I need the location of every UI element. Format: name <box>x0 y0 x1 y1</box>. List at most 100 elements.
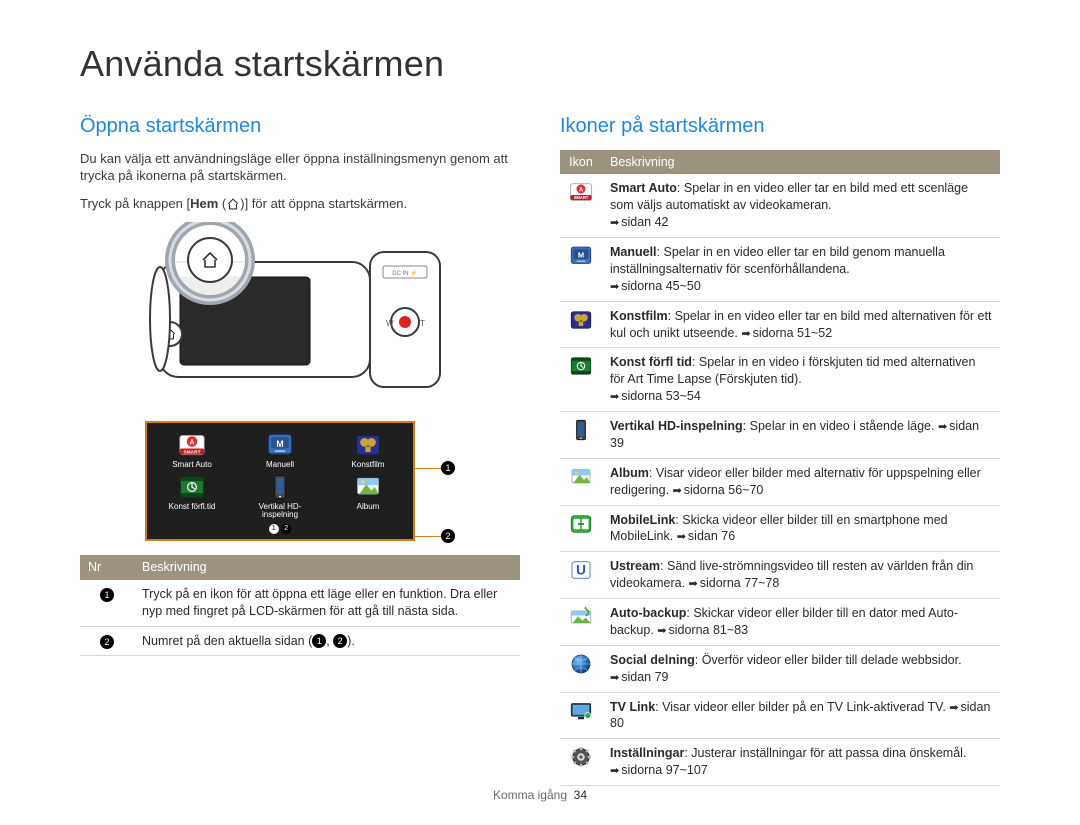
screen-item-label: Smart Auto <box>172 461 212 469</box>
desc-cell: Ustream: Sänd live-strömningsvideo till … <box>602 552 1000 599</box>
icon-cell <box>560 458 602 505</box>
screen-item: Konst förfl.tid <box>153 473 231 519</box>
page-footer: Komma igång 34 <box>0 787 1080 803</box>
right-table: Ikon Beskrivning Smart Auto: Spelar in e… <box>560 150 1000 787</box>
row-title: Vertikal HD-inspelning <box>610 419 743 433</box>
social-icon <box>569 652 593 676</box>
th-icon: Ikon <box>560 150 602 175</box>
table-row: Social delning: Överför videor eller bil… <box>560 645 1000 692</box>
desc-cell: Konst förfl tid: Spelar in en video i fö… <box>602 348 1000 412</box>
row-title: MobileLink <box>610 513 675 527</box>
table-row: Vertikal HD-inspelning: Spelar in en vid… <box>560 412 1000 459</box>
desc-cell: Smart Auto: Spelar in en video eller tar… <box>602 174 1000 237</box>
desc-cell: MobileLink: Skicka videor eller bilder t… <box>602 505 1000 552</box>
row-title: Social delning <box>610 653 695 667</box>
camera-illustration: W T DC IN ⚡ <box>120 222 480 407</box>
icon-cell <box>560 301 602 348</box>
footer-section: Komma igång <box>493 788 567 802</box>
svg-text:DC IN ⚡: DC IN ⚡ <box>392 269 417 277</box>
table-row: TV Link: Visar videor eller bilder på en… <box>560 692 1000 739</box>
table-row: 2 Numret på den aktuella sidan (1, 2). <box>80 626 520 656</box>
smart-auto-icon <box>569 180 593 204</box>
icon-cell <box>560 238 602 302</box>
screen-item: Manuell <box>241 431 319 469</box>
instr-post: ] för att öppna startskärmen. <box>245 196 408 211</box>
page-ref: sidan 76 <box>677 529 735 543</box>
th-desc-l: Beskrivning <box>134 555 520 580</box>
page-ref: sidorna 45~50 <box>610 279 701 293</box>
svg-text:T: T <box>420 319 425 328</box>
instr-pre: Tryck på knappen [ <box>80 196 190 211</box>
screen-item-label: Vertikal HD-inspelning <box>241 503 319 519</box>
table-row: Manuell: Spelar in en video eller tar en… <box>560 238 1000 302</box>
home-icon <box>226 197 240 211</box>
manual-icon <box>569 244 593 268</box>
row-text: Numret på den aktuella sidan (1, 2). <box>134 626 520 656</box>
table-row: Inställningar: Justerar inställningar fö… <box>560 739 1000 786</box>
desc-cell: Auto-backup: Skickar videor eller bilder… <box>602 599 1000 646</box>
icon-cell <box>560 645 602 692</box>
desc-cell: TV Link: Visar videor eller bilder på en… <box>602 692 1000 739</box>
screen-item-label: Konst förfl.tid <box>169 503 216 511</box>
screen-mock-wrap: Smart Auto Manuell Konstfilm Konst förfl.ti… <box>145 421 455 541</box>
icon-cell <box>560 174 602 237</box>
manual-icon <box>266 431 294 459</box>
row-title: Ustream <box>610 559 660 573</box>
callout-1: 1 <box>415 461 455 475</box>
table-row: MobileLink: Skicka videor eller bilder t… <box>560 505 1000 552</box>
icon-cell <box>560 599 602 646</box>
page-ref: sidorna 77~78 <box>689 576 780 590</box>
num-badge: 1 <box>100 588 114 602</box>
page-ref: sidorna 97~107 <box>610 763 708 777</box>
desc-cell: Manuell: Spelar in en video eller tar en… <box>602 238 1000 302</box>
svg-text:W: W <box>386 319 394 328</box>
table-row: 1 Tryck på en ikon för att öppna ett läg… <box>80 580 520 626</box>
ustream-icon <box>569 558 593 582</box>
row-title: Auto-backup <box>610 606 686 620</box>
table-row: Ustream: Sänd live-strömningsvideo till … <box>560 552 1000 599</box>
timelapse-icon <box>569 354 593 378</box>
row-text: Tryck på en ikon för att öppna ett läge … <box>134 580 520 626</box>
timelapse-icon <box>178 473 206 501</box>
album-icon <box>569 465 593 489</box>
smart-auto-icon <box>178 431 206 459</box>
page-ref: sidorna 81~83 <box>657 623 748 637</box>
footer-page: 34 <box>574 788 587 802</box>
table-row: Smart Auto: Spelar in en video eller tar… <box>560 174 1000 237</box>
desc-cell: Vertikal HD-inspelning: Spelar in en vid… <box>602 412 1000 459</box>
row-title: Konstfilm <box>610 309 668 323</box>
left-table: Nr Beskrivning 1 Tryck på en ikon för at… <box>80 555 520 657</box>
page-ref: sidorna 51~52 <box>741 326 832 340</box>
album-icon <box>354 473 382 501</box>
row-title: Album <box>610 466 649 480</box>
table-row: Konstfilm: Spelar in en video eller tar … <box>560 301 1000 348</box>
desc-cell: Album: Visar videor eller bilder med alt… <box>602 458 1000 505</box>
icon-cell <box>560 552 602 599</box>
page-ref: sidorna 53~54 <box>610 389 701 403</box>
autobackup-icon <box>569 605 593 629</box>
callout-2: 2 <box>415 529 455 543</box>
screen-item-label: Konstfilm <box>352 461 385 469</box>
icon-cell <box>560 692 602 739</box>
screen-mock: Smart Auto Manuell Konstfilm Konst förfl.ti… <box>145 421 415 541</box>
left-heading: Öppna startskärmen <box>80 113 520 140</box>
screen-item-label: Manuell <box>266 461 294 469</box>
page-ref: sidan 42 <box>610 215 668 229</box>
instr-key: Hem <box>190 196 218 211</box>
vertical-icon <box>266 473 294 501</box>
left-intro: Du kan välja ett användningsläge eller ö… <box>80 150 520 185</box>
icon-cell <box>560 412 602 459</box>
right-heading: Ikoner på startskärmen <box>560 113 1000 140</box>
settings-icon <box>569 745 593 769</box>
artfilm-icon <box>354 431 382 459</box>
row-title: Inställningar <box>610 746 684 760</box>
table-row: Konst förfl tid: Spelar in en video i fö… <box>560 348 1000 412</box>
artfilm-icon <box>569 308 593 332</box>
table-row: Album: Visar videor eller bilder med alt… <box>560 458 1000 505</box>
page-title: Använda startskärmen <box>80 40 1000 89</box>
screen-item-label: Album <box>357 503 380 511</box>
left-instruction: Tryck på knappen [Hem ()] för att öppna … <box>80 195 520 213</box>
desc-cell: Inställningar: Justerar inställningar fö… <box>602 739 1000 786</box>
tvlink-icon <box>569 699 593 723</box>
screen-item: Album <box>329 473 407 519</box>
